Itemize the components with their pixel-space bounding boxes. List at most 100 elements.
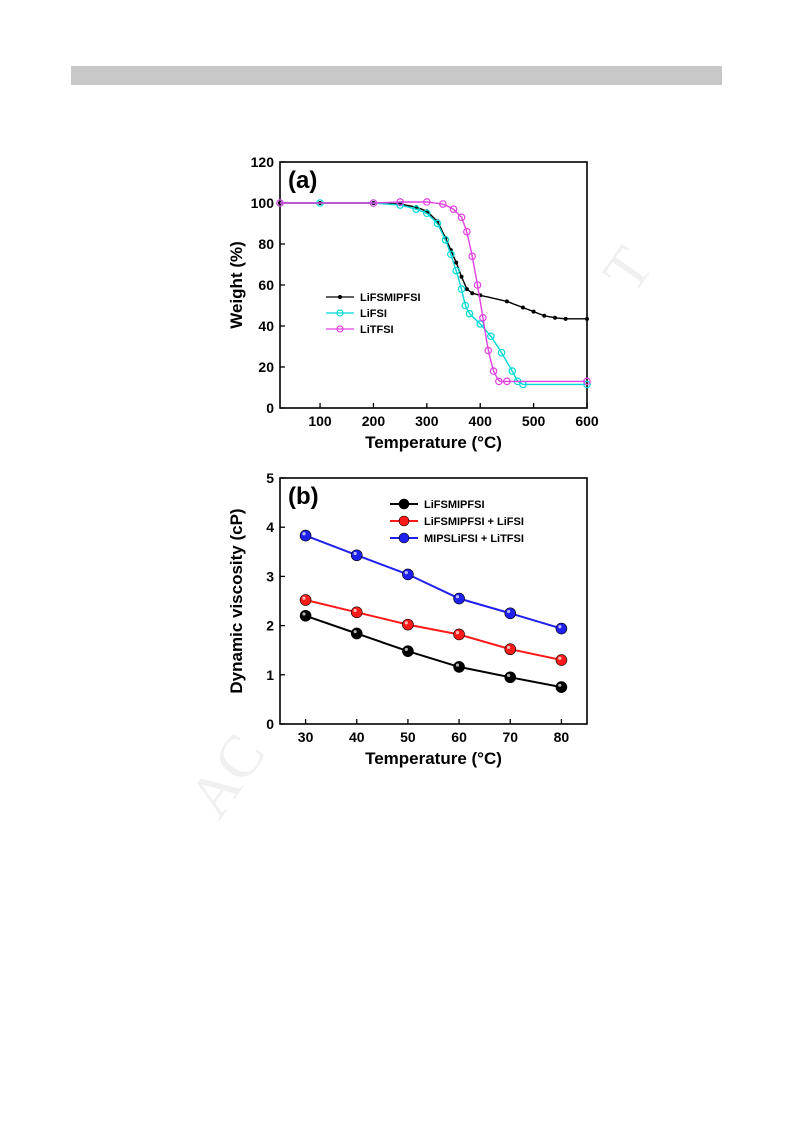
y-tick-label-b: 5 [266, 470, 274, 486]
legend-marker-b-2 [398, 532, 410, 544]
data-point-a-2 [276, 199, 284, 207]
data-point-a-2 [463, 227, 471, 236]
data-point-a-2 [495, 377, 503, 386]
plot-frame-a [279, 161, 588, 409]
data-point-highlight-b-2 [404, 571, 408, 575]
legend-label-a-1: LiFSI [360, 308, 387, 320]
data-point-b-0 [350, 627, 363, 640]
legend-label-b-2: MIPSLiFSI + LiTFSI [424, 533, 524, 545]
data-point-a-2 [484, 346, 493, 355]
y-tick-label-a: 20 [258, 359, 274, 375]
plot-frame-b [279, 477, 588, 725]
data-point-highlight-b-2 [353, 551, 357, 556]
x-tick-label-b: 60 [451, 729, 467, 745]
data-point-a-1 [441, 236, 450, 244]
legend-label-a-2: LiTFSI [360, 324, 394, 336]
panel-label-b: (b) [288, 483, 319, 510]
x-axis-label-a: Temperature (°C) [365, 433, 502, 452]
data-point-a-2 [396, 198, 404, 206]
data-point-a-2 [439, 200, 447, 208]
data-point-highlight-b-0 [404, 647, 408, 651]
data-point-a-2 [449, 205, 458, 213]
legend-label-b-1: LiFSMIPFSI + LiFSI [424, 516, 524, 528]
series-b-2 [299, 529, 568, 635]
legend-marker-b-1 [398, 515, 410, 527]
y-tick-label-b: 2 [266, 618, 274, 634]
data-point-a-1 [497, 348, 506, 357]
data-point-b-0 [453, 661, 465, 673]
data-point-a-2 [457, 213, 466, 222]
x-tick-label-a: 400 [469, 413, 493, 429]
x-axis-label-b: Temperature (°C) [365, 749, 502, 768]
data-point-a-0 [454, 260, 459, 265]
x-tick-label-b: 30 [298, 729, 314, 745]
data-point-b-0 [402, 645, 414, 657]
x-tick-label-a: 100 [308, 413, 332, 429]
legend-label-a-0: LiFSMIPFSI [360, 292, 421, 304]
data-point-a-2 [479, 313, 487, 322]
y-tick-label-b: 3 [266, 568, 274, 584]
x-tick-label-b: 50 [400, 729, 416, 745]
data-point-a-0 [520, 305, 525, 310]
data-point-highlight-b-1 [558, 656, 562, 660]
data-point-a-1 [583, 380, 591, 389]
data-point-b-1 [299, 594, 312, 606]
legend-marker-a-2 [336, 325, 344, 333]
data-point-b-2 [504, 607, 517, 620]
data-point-b-2 [453, 592, 465, 605]
data-point-b-1 [350, 606, 363, 619]
x-tick-label-a: 300 [415, 413, 439, 429]
x-tick-label-b: 40 [349, 729, 365, 745]
y-tick-label-b: 4 [266, 519, 274, 535]
data-point-highlight-b-0 [507, 673, 511, 678]
data-point-a-1 [433, 219, 442, 228]
x-tick-label-b: 70 [502, 729, 518, 745]
data-point-b-2 [555, 622, 568, 635]
series-a-1 [276, 199, 591, 389]
series-line-a-0 [280, 202, 586, 320]
data-point-a-1 [447, 250, 455, 259]
data-point-a-0 [504, 299, 509, 304]
data-point-b-2 [402, 568, 414, 581]
header-bar [71, 66, 722, 85]
data-point-highlight-b-1 [404, 621, 408, 625]
legend-label-b-0: LiFSMIPFSI [424, 499, 485, 511]
data-point-highlight-b-2 [558, 625, 562, 629]
legend-b: LiFSMIPFSI LiFSMIPFSI + LiFSI MIPSLiFSI + … [390, 498, 524, 545]
data-point-a-0 [459, 274, 464, 279]
series-line-a-2 [280, 201, 586, 383]
data-point-a-2 [369, 199, 378, 207]
y-tick-label-a: 120 [251, 154, 275, 170]
series-line-a-1 [280, 202, 586, 386]
data-point-a-0 [563, 316, 568, 321]
data-point-b-1 [555, 654, 568, 666]
data-point-highlight-b-1 [455, 631, 460, 635]
data-point-highlight-b-1 [353, 608, 357, 613]
x-tick-label-b: 80 [554, 729, 570, 745]
legend-marker-b-0 [398, 498, 410, 510]
data-point-b-1 [504, 643, 517, 656]
data-point-a-1 [508, 367, 517, 375]
data-point-a-2 [503, 377, 511, 386]
x-tick-label-a: 500 [522, 413, 546, 429]
data-point-b-2 [350, 549, 363, 562]
data-point-b-1 [453, 628, 465, 641]
data-point-a-1 [452, 266, 460, 275]
series-line-b-2 [305, 534, 562, 630]
y-tick-label-a: 80 [258, 236, 274, 252]
data-point-a-0 [531, 309, 536, 314]
y-tick-label-a: 100 [251, 195, 275, 211]
data-point-a-0 [464, 287, 469, 292]
data-point-highlight-b-0 [302, 612, 306, 616]
data-point-a-2 [468, 252, 477, 261]
data-point-a-1 [457, 285, 466, 293]
data-point-a-1 [487, 332, 495, 341]
data-point-a-2 [473, 281, 482, 289]
chart-panel-b: 30 40 50 60 70 80 0 1 2 3 4 5 Temperature (°C) Dynami… [227, 470, 588, 768]
data-point-a-2 [423, 198, 431, 206]
series-line-b-1 [305, 599, 562, 661]
series-line-b-0 [305, 614, 562, 689]
data-point-a-2 [583, 377, 591, 386]
data-point-a-0 [470, 291, 475, 296]
series-b-1 [299, 594, 568, 666]
